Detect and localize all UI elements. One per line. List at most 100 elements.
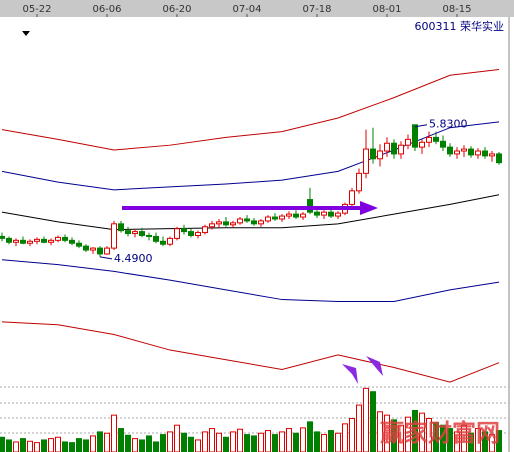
volume-bar <box>307 421 313 452</box>
x-tick-label: 07-18 <box>302 4 331 15</box>
candle-body <box>447 146 453 155</box>
annotation-leader <box>99 256 113 260</box>
volume-bar <box>216 432 222 452</box>
volume-bar <box>69 442 75 452</box>
candle-body <box>118 223 124 232</box>
candle-body <box>153 235 159 242</box>
candle-body <box>111 223 117 249</box>
candle-body <box>244 218 250 222</box>
volume-bar <box>349 418 355 452</box>
candle-body <box>0 235 5 239</box>
stock-title: 600311 荣华实业 <box>415 19 505 33</box>
annotation-label: 4.4900 <box>114 252 153 265</box>
candle-body <box>209 223 215 228</box>
volume-bar <box>440 424 446 452</box>
candle-body <box>34 238 40 242</box>
volume-bar <box>293 432 299 452</box>
candle-body <box>272 216 278 220</box>
candle-body <box>265 216 271 222</box>
candle-body <box>356 172 362 192</box>
candle-body <box>188 231 194 236</box>
x-tick-label: 06-20 <box>162 4 191 15</box>
candle-body <box>461 148 467 152</box>
candle-body <box>195 232 201 236</box>
candle-body <box>48 239 54 243</box>
volume-bar <box>286 428 292 452</box>
candle-body <box>55 236 61 241</box>
volume-bar <box>461 424 467 452</box>
pointer <box>342 364 358 384</box>
band-line <box>1 194 500 231</box>
candle-body <box>328 211 334 217</box>
candle-body <box>405 138 411 146</box>
volume-bar <box>321 434 327 452</box>
watermark: 赢家财富网 <box>380 419 500 447</box>
candle-body <box>279 215 285 220</box>
x-tick-label: 08-15 <box>442 4 471 15</box>
volume-bar <box>405 416 411 452</box>
annotations: 4.4900 5.8300 <box>99 118 468 265</box>
candle-body <box>251 220 257 225</box>
date-bar <box>0 0 514 17</box>
candle-body <box>20 239 26 244</box>
annotation-leader <box>414 124 428 128</box>
x-tick-label: 07-04 <box>232 4 261 15</box>
volume-bar <box>181 432 187 452</box>
candle-body <box>216 221 222 225</box>
candle-body <box>433 136 439 142</box>
volume-bar <box>0 436 5 452</box>
volume-bar <box>27 440 33 452</box>
volume-bar <box>118 428 124 452</box>
candle-body <box>370 148 376 160</box>
candle-body <box>230 222 236 226</box>
volume-bar <box>342 423 348 452</box>
candle-body <box>202 226 208 234</box>
candle-body <box>146 234 152 237</box>
volume-bar <box>34 442 40 452</box>
candle-body <box>482 150 488 157</box>
volume-bar <box>6 439 12 452</box>
volume-bar <box>202 431 208 452</box>
candle-body <box>475 150 481 156</box>
x-tick-label: 05-22 <box>22 4 51 15</box>
volume-bar <box>195 439 201 452</box>
candle-body <box>300 213 306 218</box>
volume-bar <box>20 438 26 452</box>
volume-bar <box>398 424 404 452</box>
volume-bar <box>258 432 264 452</box>
candle-body <box>76 242 82 247</box>
candle-body <box>41 238 47 243</box>
volume-bar <box>160 434 166 452</box>
volume-bar <box>426 418 432 452</box>
candle-body <box>468 148 474 156</box>
candle-body <box>349 190 355 205</box>
candle-body <box>377 150 383 160</box>
candle-body <box>160 240 166 245</box>
volume-bar <box>83 439 89 452</box>
candle-body <box>454 150 460 155</box>
volume-bar <box>209 428 215 452</box>
candle-body <box>104 247 110 255</box>
volume-bar <box>419 412 425 452</box>
candle-body <box>384 142 390 152</box>
volume-bar <box>314 431 320 452</box>
candle-body <box>13 239 19 243</box>
candle-body <box>181 228 187 233</box>
candle-body <box>132 231 138 235</box>
candle-body <box>440 140 446 148</box>
candle-body <box>335 212 341 217</box>
arrow-head <box>360 201 378 215</box>
annotation-label: 5.8300 <box>429 118 468 131</box>
volume-bar <box>13 441 19 452</box>
volume-bar <box>174 424 180 452</box>
candle-body <box>237 218 243 224</box>
candle-body <box>419 141 425 148</box>
candle-body <box>27 240 33 244</box>
x-tick-label: 06-06 <box>92 4 121 15</box>
volume-bar <box>90 435 96 452</box>
volume-bar <box>370 391 376 452</box>
candle-body <box>139 231 145 236</box>
volume-bar <box>279 431 285 452</box>
